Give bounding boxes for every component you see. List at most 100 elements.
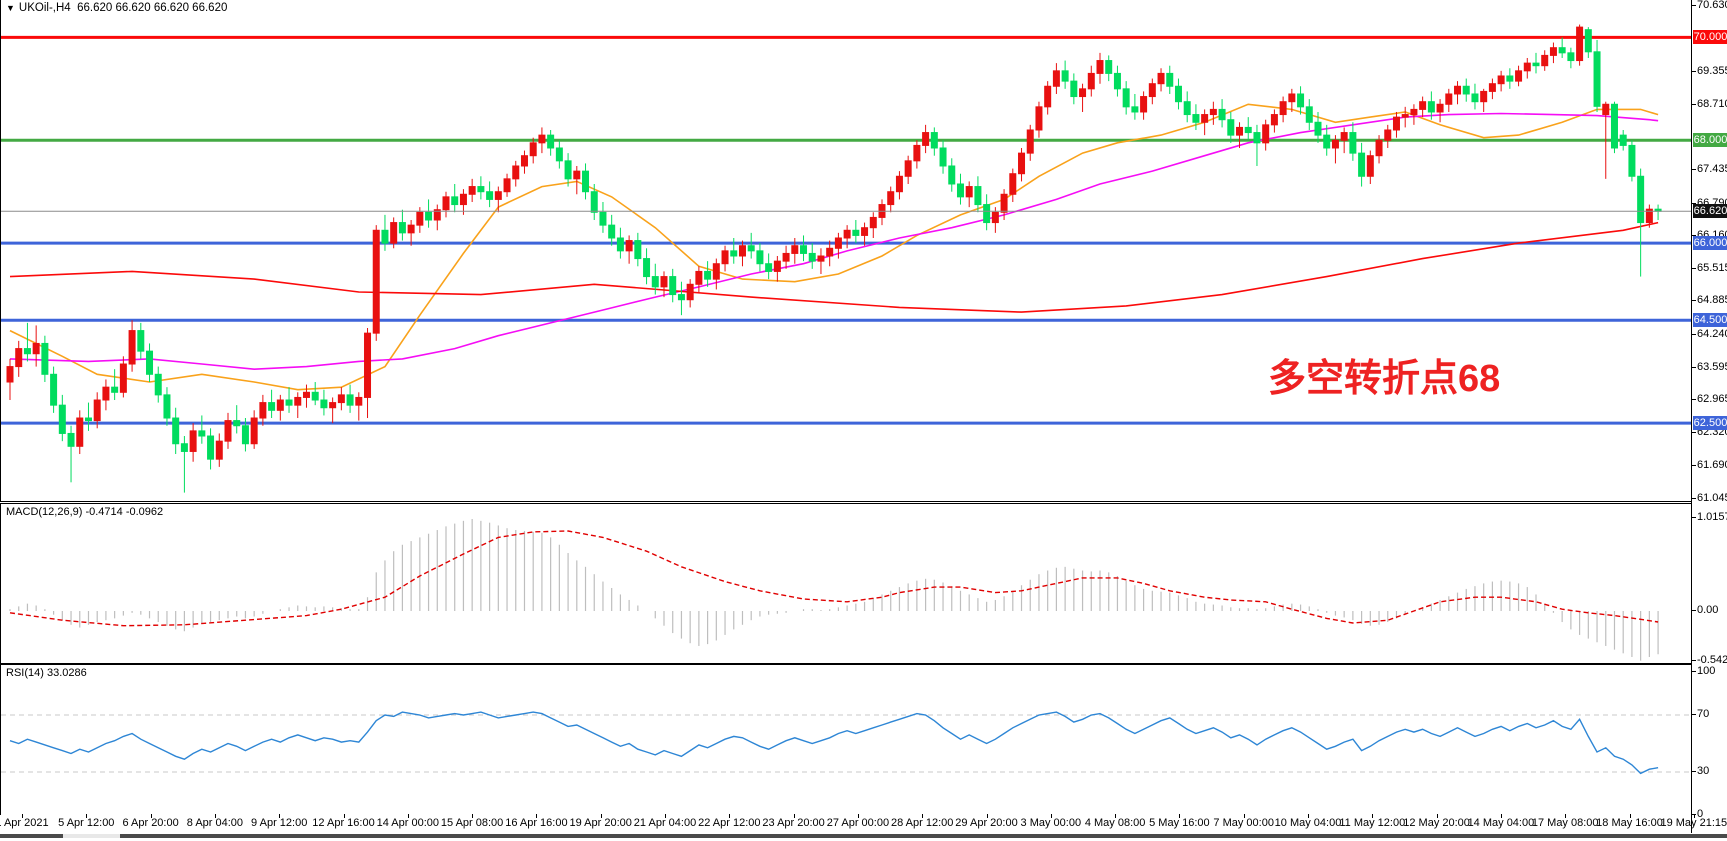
candle bbox=[1584, 27, 1592, 58]
candle bbox=[1384, 124, 1392, 148]
candle bbox=[756, 243, 764, 272]
candle-body bbox=[486, 191, 494, 200]
candle-body bbox=[974, 186, 982, 206]
candle-body bbox=[730, 250, 738, 257]
candle-body bbox=[390, 222, 398, 244]
time-tick-mark bbox=[729, 814, 731, 818]
time-tick-mark bbox=[86, 814, 88, 818]
candle bbox=[616, 227, 624, 259]
candle-body bbox=[1236, 126, 1244, 136]
candle bbox=[1401, 106, 1409, 128]
candle-body bbox=[76, 417, 84, 447]
time-label: 9 Apr 12:00 bbox=[251, 817, 308, 829]
candle-body bbox=[416, 211, 424, 226]
price-axis[interactable]: 70.63069.35568.71067.43566.79066.16065.5… bbox=[1691, 0, 1727, 833]
time-label: 14 Apr 00:00 bbox=[376, 817, 439, 829]
candle-body bbox=[669, 276, 677, 296]
candle bbox=[215, 433, 223, 467]
candle bbox=[956, 173, 964, 205]
candle bbox=[1454, 81, 1462, 105]
candle bbox=[843, 225, 851, 249]
candle-body bbox=[1454, 85, 1462, 95]
scrollbar-segment-left[interactable] bbox=[0, 834, 63, 838]
time-tick-mark bbox=[986, 814, 988, 818]
time-tick-mark bbox=[1693, 814, 1695, 818]
price-tick-mark bbox=[1692, 169, 1696, 171]
candle bbox=[207, 428, 215, 470]
candle bbox=[1567, 47, 1575, 69]
time-label: 29 Apr 20:00 bbox=[955, 817, 1018, 829]
candle bbox=[1044, 81, 1052, 115]
candle-body bbox=[677, 294, 685, 301]
scrollbar-segment-right[interactable] bbox=[120, 834, 1727, 838]
candle-body bbox=[276, 399, 284, 411]
candle-body bbox=[337, 394, 345, 404]
candle-body bbox=[773, 260, 781, 272]
candle-body bbox=[738, 245, 746, 257]
candle bbox=[1009, 168, 1017, 202]
candle-body bbox=[599, 211, 607, 226]
candle-body bbox=[111, 386, 119, 393]
quote-values: 66.620 66.620 66.620 66.620 bbox=[77, 2, 228, 14]
candle-body bbox=[904, 160, 912, 177]
time-tick-mark bbox=[1115, 814, 1117, 818]
rsi-tick-label: 0 bbox=[1697, 807, 1704, 820]
candle bbox=[433, 204, 441, 231]
candle bbox=[364, 328, 372, 419]
candle bbox=[1148, 78, 1156, 105]
candle-body bbox=[756, 250, 764, 265]
candle bbox=[547, 129, 555, 156]
rsi-pane[interactable] bbox=[0, 664, 1692, 816]
candle-body bbox=[268, 402, 276, 411]
rsi-tick-label: 70 bbox=[1697, 708, 1710, 720]
candle-body bbox=[930, 132, 938, 149]
candle-body bbox=[1331, 139, 1339, 149]
candle-body bbox=[1227, 119, 1235, 136]
candle-body bbox=[67, 432, 75, 447]
time-label: 28 Apr 12:00 bbox=[890, 817, 954, 829]
price-tick-mark bbox=[1692, 300, 1696, 302]
candle-body bbox=[84, 417, 92, 422]
candle-body bbox=[721, 250, 729, 265]
candle bbox=[704, 261, 712, 287]
candle bbox=[224, 412, 232, 449]
candle bbox=[625, 235, 633, 264]
candle bbox=[1523, 57, 1531, 79]
scrollbar-gap[interactable] bbox=[63, 834, 120, 838]
candle-body bbox=[1140, 96, 1148, 113]
candle bbox=[1270, 109, 1278, 133]
price-plot bbox=[1, 24, 1692, 493]
bottom-scrollbar[interactable] bbox=[0, 834, 1727, 839]
time-tick-mark bbox=[922, 814, 924, 818]
time-label: 19 May 21:15 bbox=[1660, 817, 1727, 829]
candle bbox=[320, 389, 328, 416]
time-tick-mark bbox=[665, 814, 666, 818]
candle-body bbox=[320, 399, 328, 409]
candle bbox=[564, 153, 572, 187]
candle-body bbox=[843, 229, 851, 239]
macd-pane[interactable] bbox=[0, 503, 1692, 664]
candle-body bbox=[503, 178, 511, 193]
price-tick-mark bbox=[1692, 5, 1696, 6]
candle-body bbox=[1515, 70, 1523, 82]
price-pane[interactable] bbox=[0, 0, 1692, 502]
candle bbox=[163, 387, 171, 426]
candle bbox=[76, 410, 84, 455]
collapse-arrow-icon[interactable]: ▼ bbox=[6, 3, 15, 13]
candle-body bbox=[625, 240, 633, 252]
candle bbox=[634, 232, 642, 267]
price-tick-label: 61.690 bbox=[1697, 458, 1727, 471]
candle-body bbox=[15, 348, 23, 368]
time-axis[interactable]: 1 Apr 2021 5 Apr 12:00 6 Apr 20:00 8 Apr 04… bbox=[0, 814, 1727, 833]
candle bbox=[1637, 168, 1645, 277]
candle bbox=[1105, 55, 1113, 82]
time-label: 8 Apr 04:00 bbox=[186, 817, 244, 829]
time-tick-mark bbox=[150, 814, 152, 818]
candle bbox=[791, 237, 799, 264]
candle bbox=[111, 369, 119, 401]
candle bbox=[660, 271, 668, 298]
candle-body bbox=[1384, 129, 1392, 141]
candle bbox=[67, 425, 75, 483]
candle-body bbox=[163, 394, 171, 419]
candle bbox=[939, 140, 947, 174]
